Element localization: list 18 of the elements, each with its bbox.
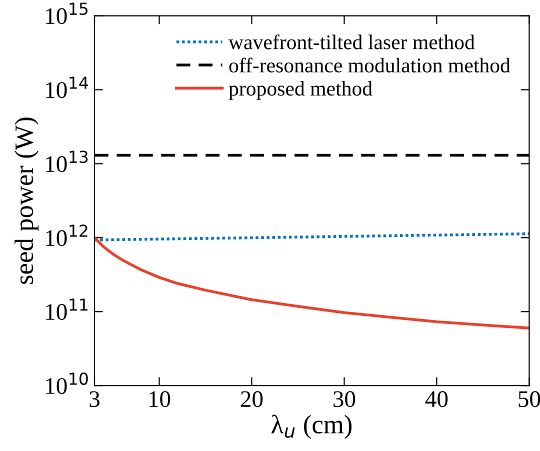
y-tick-label: 10$^{14}$ [46,76,88,98]
legend-label: off-resonance modulation method [229,58,510,73]
x-tick-label: 40 [425,391,448,408]
x-axis-title: λ$_{u}$ (cm) [272,414,352,439]
y-tick-label: 10$^{13}$ [46,150,88,172]
x-tick-label: 10 [150,391,170,408]
y-axis-title: seed power (W) [14,118,39,284]
line-series [94,236,530,330]
legend-label: proposed method [228,81,372,100]
y-tick-label: 10$^{11}$ [46,298,88,320]
x-tick-label: 3 [90,391,100,408]
y-tick-label: 10$^{10}$ [46,372,88,394]
y-tick-label: 10$^{12}$ [46,224,88,246]
x-tick-label: 50 [518,391,540,408]
x-tick-label: 20 [240,391,263,408]
legend-label: wavefront-tilted laser method [228,34,475,50]
y-tick-label: 10$^{15}$ [46,2,88,24]
x-tick-label: 30 [334,391,356,408]
